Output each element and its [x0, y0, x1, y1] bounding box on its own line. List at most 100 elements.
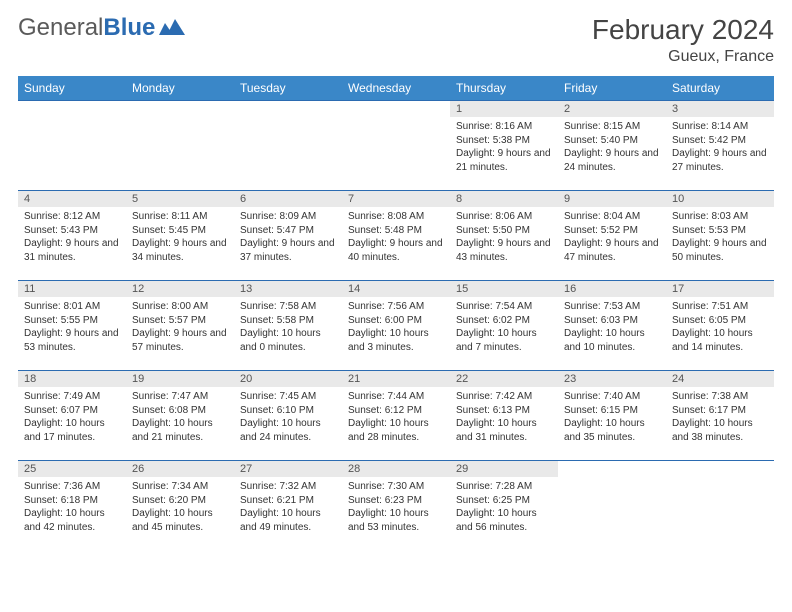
- day-details: Sunrise: 8:03 AMSunset: 5:53 PMDaylight:…: [666, 207, 774, 268]
- day-number: 5: [126, 191, 234, 207]
- calendar-cell: 20Sunrise: 7:45 AMSunset: 6:10 PMDayligh…: [234, 371, 342, 461]
- day-number: 11: [18, 281, 126, 297]
- day-details: Sunrise: 7:47 AMSunset: 6:08 PMDaylight:…: [126, 387, 234, 448]
- calendar-cell: 3Sunrise: 8:14 AMSunset: 5:42 PMDaylight…: [666, 101, 774, 191]
- day-details: Sunrise: 8:01 AMSunset: 5:55 PMDaylight:…: [18, 297, 126, 358]
- day-number: 16: [558, 281, 666, 297]
- calendar-cell: 2Sunrise: 8:15 AMSunset: 5:40 PMDaylight…: [558, 101, 666, 191]
- calendar-cell: 15Sunrise: 7:54 AMSunset: 6:02 PMDayligh…: [450, 281, 558, 371]
- day-number: 2: [558, 101, 666, 117]
- day-details: Sunrise: 8:12 AMSunset: 5:43 PMDaylight:…: [18, 207, 126, 268]
- calendar-table: SundayMondayTuesdayWednesdayThursdayFrid…: [18, 76, 774, 551]
- calendar-cell: 6Sunrise: 8:09 AMSunset: 5:47 PMDaylight…: [234, 191, 342, 281]
- calendar-cell: 9Sunrise: 8:04 AMSunset: 5:52 PMDaylight…: [558, 191, 666, 281]
- day-number: 3: [666, 101, 774, 117]
- calendar-cell: 19Sunrise: 7:47 AMSunset: 6:08 PMDayligh…: [126, 371, 234, 461]
- day-number: 25: [18, 461, 126, 477]
- calendar-row: 11Sunrise: 8:01 AMSunset: 5:55 PMDayligh…: [18, 281, 774, 371]
- calendar-cell: 7Sunrise: 8:08 AMSunset: 5:48 PMDaylight…: [342, 191, 450, 281]
- calendar-cell: 13Sunrise: 7:58 AMSunset: 5:58 PMDayligh…: [234, 281, 342, 371]
- day-number: 27: [234, 461, 342, 477]
- calendar-cell: [234, 101, 342, 191]
- calendar-cell: 5Sunrise: 8:11 AMSunset: 5:45 PMDaylight…: [126, 191, 234, 281]
- day-number: 9: [558, 191, 666, 207]
- header: GeneralBlue February 2024 Gueux, France: [18, 14, 774, 66]
- day-header: Sunday: [18, 76, 126, 101]
- day-number: 14: [342, 281, 450, 297]
- day-details: Sunrise: 7:44 AMSunset: 6:12 PMDaylight:…: [342, 387, 450, 448]
- calendar-cell: 22Sunrise: 7:42 AMSunset: 6:13 PMDayligh…: [450, 371, 558, 461]
- day-details: Sunrise: 8:04 AMSunset: 5:52 PMDaylight:…: [558, 207, 666, 268]
- calendar-body: 1Sunrise: 8:16 AMSunset: 5:38 PMDaylight…: [18, 101, 774, 551]
- day-header: Friday: [558, 76, 666, 101]
- day-details: Sunrise: 7:51 AMSunset: 6:05 PMDaylight:…: [666, 297, 774, 358]
- calendar-cell: [558, 461, 666, 551]
- day-details: Sunrise: 7:42 AMSunset: 6:13 PMDaylight:…: [450, 387, 558, 448]
- day-details: Sunrise: 8:09 AMSunset: 5:47 PMDaylight:…: [234, 207, 342, 268]
- brand-part2: Blue: [103, 14, 155, 42]
- day-number: 17: [666, 281, 774, 297]
- day-number: 4: [18, 191, 126, 207]
- calendar-cell: [126, 101, 234, 191]
- day-details: Sunrise: 7:56 AMSunset: 6:00 PMDaylight:…: [342, 297, 450, 358]
- flag-icon: [159, 14, 185, 42]
- day-details: Sunrise: 7:49 AMSunset: 6:07 PMDaylight:…: [18, 387, 126, 448]
- calendar-row: 4Sunrise: 8:12 AMSunset: 5:43 PMDaylight…: [18, 191, 774, 281]
- calendar-cell: [342, 101, 450, 191]
- calendar-cell: 12Sunrise: 8:00 AMSunset: 5:57 PMDayligh…: [126, 281, 234, 371]
- calendar-cell: 4Sunrise: 8:12 AMSunset: 5:43 PMDaylight…: [18, 191, 126, 281]
- day-header: Wednesday: [342, 76, 450, 101]
- day-number: 19: [126, 371, 234, 387]
- calendar-cell: [18, 101, 126, 191]
- calendar-cell: 28Sunrise: 7:30 AMSunset: 6:23 PMDayligh…: [342, 461, 450, 551]
- calendar-cell: 23Sunrise: 7:40 AMSunset: 6:15 PMDayligh…: [558, 371, 666, 461]
- day-details: Sunrise: 8:14 AMSunset: 5:42 PMDaylight:…: [666, 117, 774, 178]
- calendar-cell: 26Sunrise: 7:34 AMSunset: 6:20 PMDayligh…: [126, 461, 234, 551]
- day-number: 22: [450, 371, 558, 387]
- calendar-cell: 14Sunrise: 7:56 AMSunset: 6:00 PMDayligh…: [342, 281, 450, 371]
- day-number: 26: [126, 461, 234, 477]
- day-number: 23: [558, 371, 666, 387]
- day-number: 13: [234, 281, 342, 297]
- calendar-cell: 1Sunrise: 8:16 AMSunset: 5:38 PMDaylight…: [450, 101, 558, 191]
- day-number: 12: [126, 281, 234, 297]
- calendar-cell: 11Sunrise: 8:01 AMSunset: 5:55 PMDayligh…: [18, 281, 126, 371]
- location: Gueux, France: [592, 48, 774, 66]
- day-details: Sunrise: 7:28 AMSunset: 6:25 PMDaylight:…: [450, 477, 558, 538]
- day-details: Sunrise: 8:00 AMSunset: 5:57 PMDaylight:…: [126, 297, 234, 358]
- day-number: 7: [342, 191, 450, 207]
- day-details: Sunrise: 7:38 AMSunset: 6:17 PMDaylight:…: [666, 387, 774, 448]
- brand-part1: General: [18, 14, 103, 42]
- calendar-cell: 21Sunrise: 7:44 AMSunset: 6:12 PMDayligh…: [342, 371, 450, 461]
- day-details: Sunrise: 8:15 AMSunset: 5:40 PMDaylight:…: [558, 117, 666, 178]
- day-details: Sunrise: 8:11 AMSunset: 5:45 PMDaylight:…: [126, 207, 234, 268]
- day-details: Sunrise: 7:45 AMSunset: 6:10 PMDaylight:…: [234, 387, 342, 448]
- day-header: Thursday: [450, 76, 558, 101]
- calendar-cell: [666, 461, 774, 551]
- day-details: Sunrise: 8:06 AMSunset: 5:50 PMDaylight:…: [450, 207, 558, 268]
- calendar-cell: 29Sunrise: 7:28 AMSunset: 6:25 PMDayligh…: [450, 461, 558, 551]
- day-details: Sunrise: 8:16 AMSunset: 5:38 PMDaylight:…: [450, 117, 558, 178]
- calendar-cell: 25Sunrise: 7:36 AMSunset: 6:18 PMDayligh…: [18, 461, 126, 551]
- day-number: 6: [234, 191, 342, 207]
- day-number: 10: [666, 191, 774, 207]
- calendar-row: 18Sunrise: 7:49 AMSunset: 6:07 PMDayligh…: [18, 371, 774, 461]
- day-number: 8: [450, 191, 558, 207]
- day-number: 29: [450, 461, 558, 477]
- calendar-cell: 24Sunrise: 7:38 AMSunset: 6:17 PMDayligh…: [666, 371, 774, 461]
- day-number: 18: [18, 371, 126, 387]
- day-details: Sunrise: 7:34 AMSunset: 6:20 PMDaylight:…: [126, 477, 234, 538]
- calendar-cell: 27Sunrise: 7:32 AMSunset: 6:21 PMDayligh…: [234, 461, 342, 551]
- day-header: Monday: [126, 76, 234, 101]
- calendar-row: 1Sunrise: 8:16 AMSunset: 5:38 PMDaylight…: [18, 101, 774, 191]
- day-details: Sunrise: 7:58 AMSunset: 5:58 PMDaylight:…: [234, 297, 342, 358]
- day-details: Sunrise: 8:08 AMSunset: 5:48 PMDaylight:…: [342, 207, 450, 268]
- day-details: Sunrise: 7:36 AMSunset: 6:18 PMDaylight:…: [18, 477, 126, 538]
- calendar-row: 25Sunrise: 7:36 AMSunset: 6:18 PMDayligh…: [18, 461, 774, 551]
- day-details: Sunrise: 7:32 AMSunset: 6:21 PMDaylight:…: [234, 477, 342, 538]
- day-number: 24: [666, 371, 774, 387]
- day-header-row: SundayMondayTuesdayWednesdayThursdayFrid…: [18, 76, 774, 101]
- day-number: 1: [450, 101, 558, 117]
- day-number: 28: [342, 461, 450, 477]
- day-details: Sunrise: 7:54 AMSunset: 6:02 PMDaylight:…: [450, 297, 558, 358]
